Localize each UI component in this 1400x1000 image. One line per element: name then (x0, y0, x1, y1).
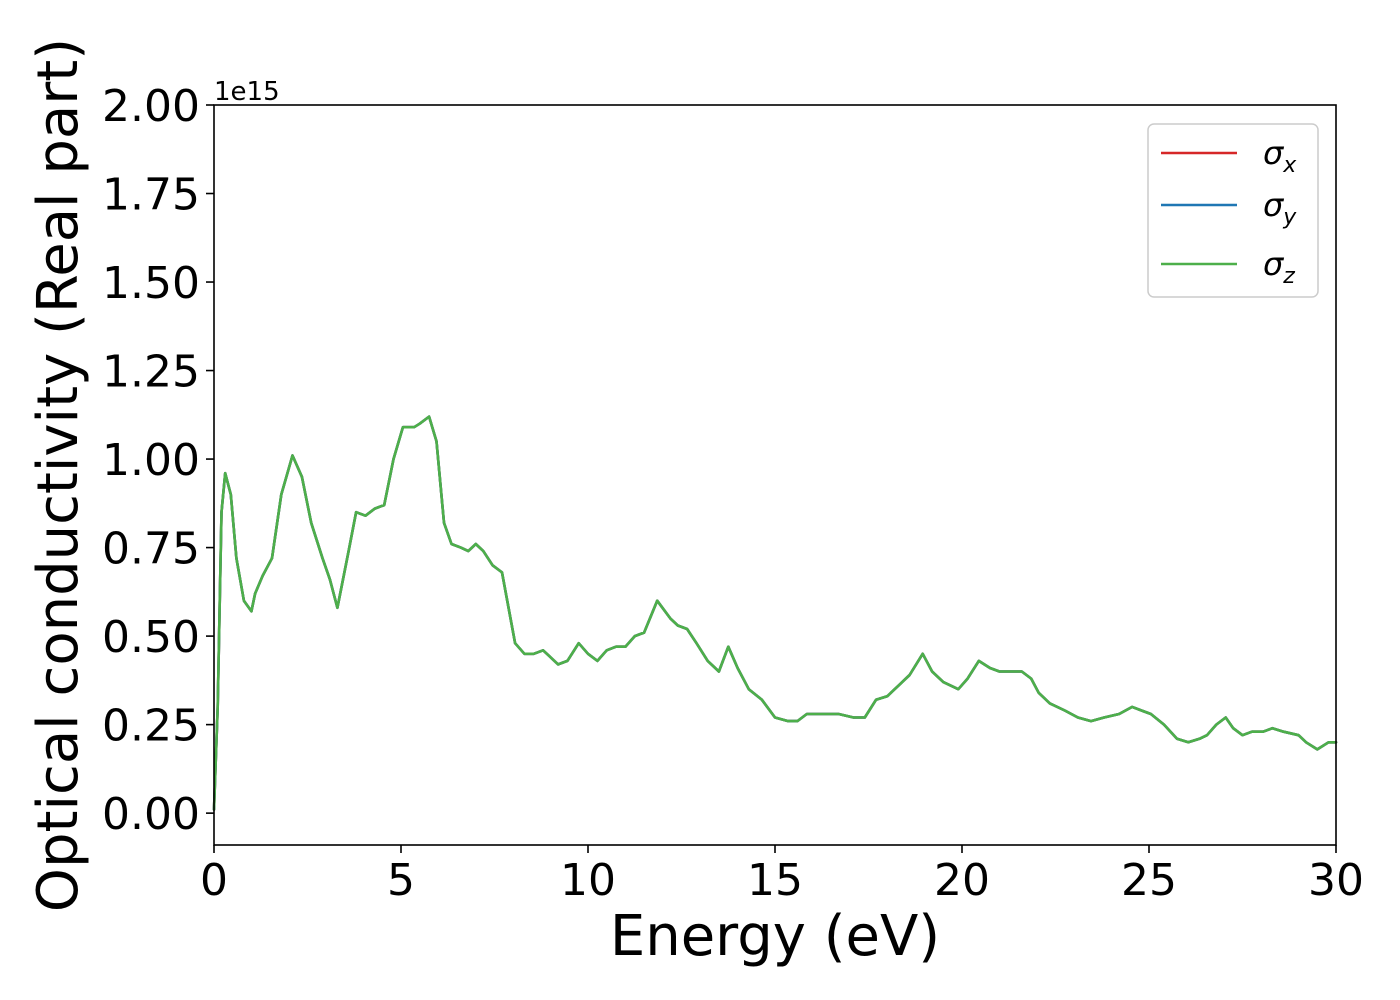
y-tick-label: 1.50 (102, 258, 200, 309)
legend-box (1147, 123, 1319, 298)
x-tick-label: 15 (747, 855, 803, 906)
y-tick-label: 0.00 (102, 789, 200, 840)
x-tick-label: 0 (200, 855, 228, 906)
y-tick-label: 1.75 (102, 170, 200, 221)
series-line-2 (212, 415, 1338, 811)
x-tick-label: 20 (934, 855, 990, 906)
x-axis-label: Energy (eV) (610, 904, 940, 969)
y-tick-label: 0.25 (102, 701, 200, 752)
y-axis: 0.00 0.25 0.50 0.75 1.00 1.25 1.50 1.75 2.00 (102, 81, 214, 840)
y-offset-text: 1e15 (214, 77, 280, 107)
y-tick-label: 2.00 (102, 81, 200, 132)
x-tick-label: 25 (1121, 855, 1177, 906)
y-axis-label: Optical conductivity (Real part) (26, 38, 91, 912)
x-tick-label: 10 (560, 855, 616, 906)
y-tick-label: 0.75 (102, 524, 200, 575)
y-tick-label: 1.25 (102, 347, 200, 398)
x-axis: 0 5 10 15 20 25 30 (200, 845, 1364, 906)
series-layer (212, 415, 1338, 811)
x-tick-label: 5 (387, 855, 415, 906)
y-tick-label: 0.50 (102, 612, 200, 663)
x-tick-label: 30 (1308, 855, 1364, 906)
y-tick-label: 1.00 (102, 435, 200, 486)
